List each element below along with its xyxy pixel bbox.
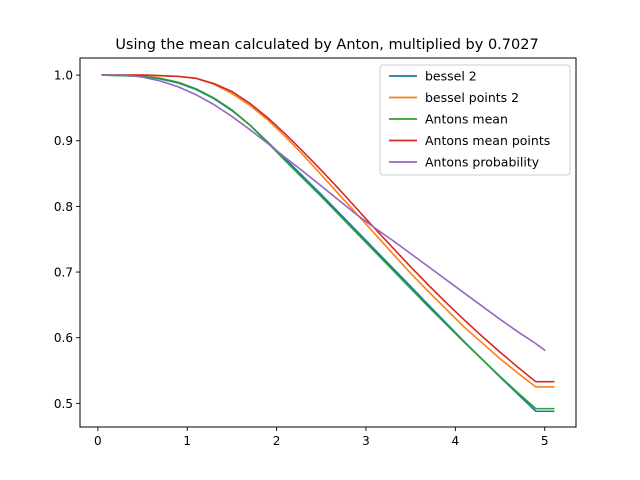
legend-label-3: Antons mean points	[425, 133, 550, 148]
y-tick-label-5: 1.0	[54, 69, 73, 83]
x-tick-label-2: 2	[273, 434, 281, 448]
y-tick-label-4: 0.9	[54, 134, 73, 148]
x-tick-label-3: 3	[362, 434, 370, 448]
legend-label-0: bessel 2	[425, 69, 477, 84]
x-tick-label-4: 4	[452, 434, 460, 448]
x-tick-label-0: 0	[94, 434, 102, 448]
x-tick-label-5: 5	[541, 434, 549, 448]
legend-label-1: bessel points 2	[425, 90, 519, 105]
y-tick-label-0: 0.5	[54, 397, 73, 411]
x-tick-label-1: 1	[183, 434, 191, 448]
legend-label-4: Antons probability	[425, 155, 540, 170]
series-line-4	[101, 74, 546, 352]
series-line-2	[101, 74, 555, 410]
series-line-3	[101, 74, 555, 383]
x-axis: 0 1 2 3 4 5	[94, 427, 549, 448]
legend: bessel 2 bessel points 2 Antons mean Antons…	[379, 64, 571, 176]
chart-title: Using the mean calculated by Anton, mult…	[115, 37, 538, 53]
y-tick-label-1: 0.6	[54, 331, 73, 345]
legend-label-2: Antons mean	[425, 112, 508, 127]
y-axis: 0.5 0.6 0.7 0.8 0.9 1.0	[54, 69, 80, 411]
y-tick-label-3: 0.8	[54, 200, 73, 214]
legend-box	[379, 64, 571, 176]
plot-area	[101, 74, 555, 413]
y-tick-label-2: 0.7	[54, 266, 73, 280]
axes-frame	[79, 57, 577, 428]
